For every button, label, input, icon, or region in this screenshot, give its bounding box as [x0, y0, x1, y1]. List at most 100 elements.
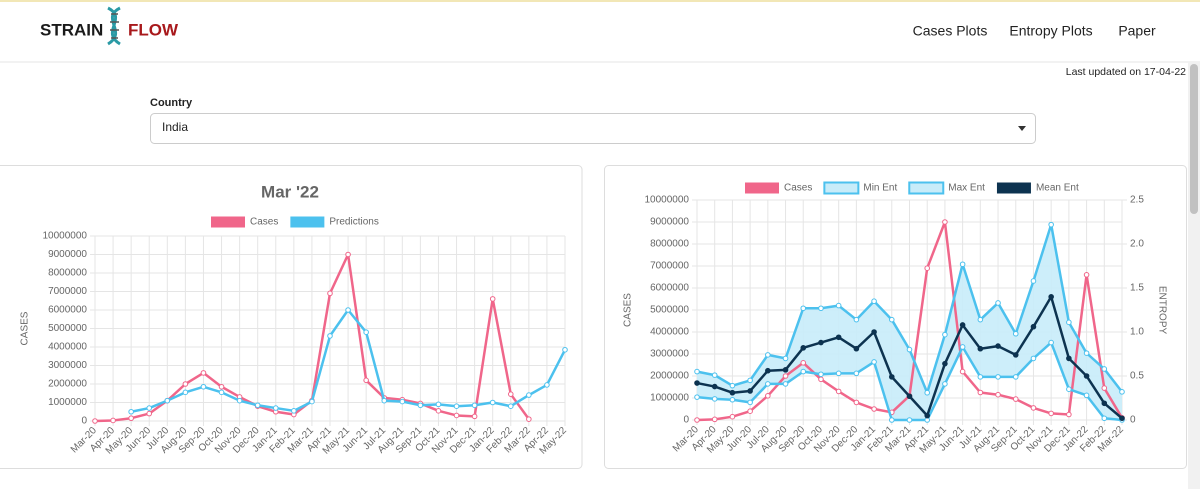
data-point: [1101, 415, 1108, 422]
nav-link[interactable]: Paper: [1118, 23, 1156, 39]
data-point: [853, 316, 860, 323]
data-point: [254, 402, 261, 409]
data-point: [729, 413, 736, 420]
data-point: [1101, 366, 1108, 372]
data-point: [818, 376, 824, 383]
data-point: [835, 302, 842, 309]
y-tick-label: 5000000: [48, 323, 87, 334]
data-point: [1066, 319, 1072, 326]
y2-tick-label: 1.5: [1130, 283, 1144, 294]
y-tick-label: 8000000: [650, 239, 689, 250]
data-point: [800, 360, 807, 366]
nav-link[interactable]: Cases Plots: [913, 23, 988, 39]
y2-axis-label: ENTROPY: [1156, 286, 1167, 335]
data-point: [1048, 339, 1054, 346]
y-tick-label: 6000000: [650, 283, 689, 294]
data-point: [959, 261, 966, 268]
data-point: [888, 374, 895, 380]
y-tick-label: 2000000: [650, 371, 689, 382]
data-point: [489, 296, 496, 302]
data-point: [327, 290, 333, 297]
y2-tick-label: 1.0: [1130, 327, 1144, 338]
data-point: [1030, 323, 1037, 330]
data-point: [747, 408, 753, 415]
data-point: [906, 346, 913, 353]
data-point: [544, 382, 550, 388]
legend-swatch: [290, 216, 325, 228]
data-point: [871, 329, 877, 335]
data-point: [747, 399, 753, 406]
data-point: [959, 322, 966, 328]
card: [604, 165, 1187, 469]
data-point: [291, 408, 297, 414]
logo[interactable]: STRAIN FLOW: [40, 6, 179, 46]
data-point: [218, 383, 225, 390]
data-point: [1048, 221, 1054, 228]
logo-left: STRAIN: [40, 20, 103, 39]
data-point: [694, 380, 700, 386]
data-point: [1012, 396, 1019, 402]
data-point: [1119, 415, 1125, 422]
data-point: [924, 265, 931, 272]
data-point: [942, 381, 948, 387]
data-point: [1030, 355, 1037, 362]
data-point: [1066, 386, 1072, 393]
data-point: [942, 360, 948, 367]
data-point: [1119, 389, 1125, 395]
data-point: [1083, 392, 1090, 399]
data-point: [526, 416, 532, 422]
logo-dna-rungs: [110, 13, 119, 39]
data-point: [345, 251, 351, 258]
data-point: [453, 403, 460, 410]
y-tick-label: 10000000: [43, 231, 88, 242]
data-point: [1048, 410, 1054, 417]
data-point: [853, 370, 860, 377]
scrollbar-thumb[interactable]: [1190, 64, 1198, 214]
data-point: [871, 359, 877, 365]
y-tick-label: 9000000: [650, 217, 689, 228]
logo-dna: [107, 6, 121, 46]
data-point: [1066, 411, 1072, 418]
data-point: [853, 345, 860, 352]
data-point: [729, 396, 736, 403]
y-tick-label: 3000000: [48, 360, 87, 371]
data-point: [146, 405, 153, 411]
y2-tick-label: 2.0: [1130, 239, 1144, 250]
card: [0, 165, 583, 469]
y-tick-label: 4000000: [650, 327, 689, 338]
y2-tick-label: 0: [1130, 415, 1136, 426]
data-point: [995, 300, 1001, 306]
y-tick-label: 4000000: [48, 342, 87, 353]
data-point: [835, 370, 842, 377]
legend-label: Cases: [250, 217, 278, 228]
data-point: [363, 329, 369, 336]
y2-tick-label: 0.5: [1130, 371, 1144, 382]
data-point: [782, 381, 789, 387]
data-point: [182, 381, 189, 387]
data-point: [1101, 385, 1108, 391]
data-point: [800, 305, 807, 312]
legend-swatch: [211, 216, 245, 228]
data-point: [345, 307, 351, 313]
legend-label: Max Ent: [948, 183, 985, 194]
data-point: [471, 402, 478, 409]
y-tick-label: 7000000: [48, 286, 87, 297]
data-point: [1030, 278, 1037, 284]
data-point: [977, 345, 984, 352]
y-tick-label: 2000000: [48, 379, 87, 390]
data-point: [128, 415, 134, 422]
legend-label: Cases: [784, 183, 812, 194]
legend-label: Mean Ent: [1036, 183, 1079, 194]
data-point: [711, 396, 718, 402]
nav-link[interactable]: Entropy Plots: [1009, 23, 1092, 39]
country-select[interactable]: [150, 113, 1036, 144]
country-selected: India: [162, 120, 188, 134]
legend-label: Predictions: [329, 217, 378, 228]
y-tick-label: 10000000: [645, 195, 690, 206]
data-point: [729, 389, 736, 396]
y2-tick-label: 2.5: [1130, 195, 1144, 206]
data-point: [888, 417, 895, 423]
data-point: [507, 391, 514, 397]
data-point: [471, 413, 478, 420]
data-point: [164, 397, 171, 404]
